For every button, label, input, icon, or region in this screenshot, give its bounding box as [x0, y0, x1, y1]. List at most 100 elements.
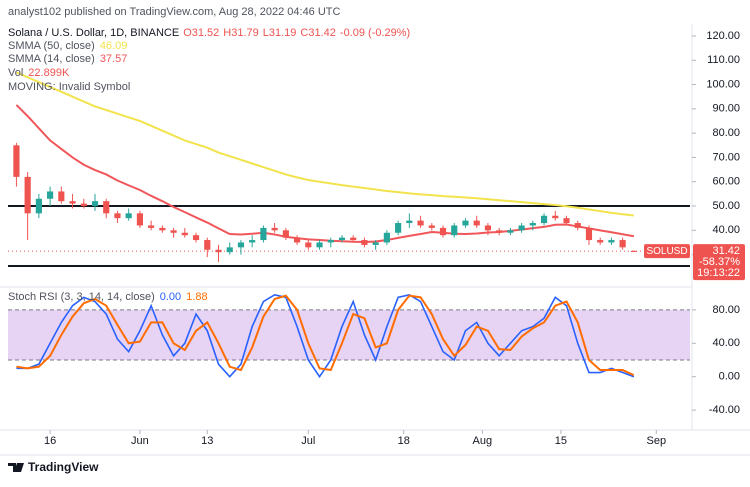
- candle-body: [47, 191, 54, 199]
- indicator-line: [16, 71, 634, 217]
- y-tick-label: 110.00: [707, 54, 740, 66]
- candle-body: [260, 227, 267, 241]
- candle-body: [496, 230, 503, 233]
- legend-value: 1.88: [186, 291, 207, 303]
- candle-body: [271, 227, 278, 231]
- y-tick-label: -40.00: [709, 404, 740, 416]
- legend-entry: SMMA (14, close): [8, 53, 95, 65]
- candle-body: [574, 223, 581, 228]
- candle-body: [395, 223, 402, 233]
- ohlc: O31.52: [183, 27, 219, 39]
- candle-body: [24, 176, 31, 214]
- legend-entry: SMMA (50, close): [8, 40, 95, 52]
- candle-body: [507, 230, 514, 233]
- y-tick-label: 70.00: [712, 151, 740, 163]
- publisher: analyst102 published on TradingView.com,…: [8, 6, 341, 18]
- ohlc: H31.79: [223, 27, 258, 39]
- indicator-line: [15, 104, 635, 243]
- candle-body: [383, 232, 390, 243]
- candle-body: [597, 240, 604, 243]
- plot: 30.0040.0050.0060.0070.0080.0090.00100.0…: [8, 30, 745, 447]
- candle-body: [69, 201, 76, 204]
- candle-body: [619, 240, 626, 248]
- legend-value: 46.09: [100, 40, 128, 52]
- candle-body: [148, 225, 155, 228]
- candle-body: [406, 220, 413, 224]
- candle-body: [563, 218, 570, 224]
- change-label: -58.37%: [699, 256, 740, 268]
- x-tick-label: 18: [398, 435, 410, 447]
- candle-body: [327, 240, 334, 243]
- countdown-label: 19:13:22: [697, 267, 740, 279]
- brand: TradingView: [28, 460, 99, 474]
- legend-line: Vol 22.899K: [8, 67, 70, 79]
- legend-line: Stoch RSI (3, 3, 14, 14, close) 0.00 1.88: [8, 291, 208, 303]
- symbol-title: Solana / U.S. Dollar, 1D, BINANCE: [8, 27, 179, 39]
- x-tick-label: 13: [201, 435, 213, 447]
- x-tick-label: 16: [44, 435, 56, 447]
- brand-logo: TradingView: [8, 460, 99, 474]
- candle-body: [439, 227, 447, 236]
- ohlc: L31.19: [263, 27, 297, 39]
- candle-body: [338, 237, 346, 241]
- candle-body: [35, 198, 42, 214]
- x-tick-label: Aug: [473, 435, 493, 447]
- candle-body: [305, 242, 312, 248]
- candle-body: [91, 201, 99, 207]
- y-tick-label: 40.00: [712, 337, 740, 349]
- candle-body: [215, 249, 222, 253]
- legend-line: MOVING: Invalid Symbol: [8, 81, 130, 93]
- indicator-line: [16, 294, 635, 377]
- legend-line: SMMA (14, close) 37.57: [8, 53, 127, 65]
- legend-value: 0.00: [160, 291, 181, 303]
- y-tick-label: 50.00: [712, 200, 740, 212]
- y-tick-label: 0.00: [719, 371, 740, 383]
- candle-body: [181, 232, 188, 236]
- legend-entry: Vol: [8, 67, 23, 79]
- legend-title-line: Solana / U.S. Dollar, 1D, BINANCE O31.52 H…: [8, 27, 410, 39]
- y-tick-label: 40.00: [712, 224, 740, 236]
- candle-body: [58, 191, 65, 202]
- x-tick-label: Jul: [301, 435, 315, 447]
- x-tick-label: 15: [555, 435, 567, 447]
- candle-body: [552, 215, 559, 219]
- x-tick-label: Sep: [647, 435, 667, 447]
- y-tick-label: 60.00: [712, 176, 740, 188]
- legend-value: 37.57: [100, 53, 128, 65]
- candle-body: [204, 240, 211, 250]
- logo-mark: [8, 463, 24, 472]
- candle-body: [192, 235, 200, 241]
- last-price-label: 31.42: [712, 245, 740, 257]
- candle-body: [372, 242, 379, 245]
- candle-body: [350, 237, 357, 241]
- y-tick-label: 90.00: [712, 103, 740, 115]
- candle-body: [585, 227, 593, 241]
- y-tick-label: 80.00: [712, 304, 740, 316]
- symbol-tag: [644, 244, 690, 259]
- symbol-label: SOLUSD: [646, 246, 687, 257]
- price-tag: [693, 244, 745, 281]
- candle-body: [484, 225, 492, 231]
- candle-body: [428, 225, 435, 228]
- candle-body: [473, 220, 480, 226]
- candle-body: [282, 230, 289, 238]
- candle-body: [529, 223, 536, 226]
- candle-body: [13, 145, 20, 177]
- candle-body: [316, 242, 323, 248]
- candle-body: [80, 203, 87, 207]
- candle-body: [249, 240, 256, 243]
- legend-value: 22.899K: [28, 67, 70, 79]
- candle-body: [159, 227, 166, 231]
- candle-body: [608, 240, 615, 243]
- indicator-title: Stoch RSI (3, 3, 14, 14, close): [8, 291, 155, 303]
- y-tick-label: 100.00: [706, 78, 740, 90]
- candle-body: [237, 242, 245, 248]
- candle-body: [417, 220, 424, 226]
- candle-body: [451, 225, 458, 236]
- legend: Solana / U.S. Dollar, 1D, BINANCE O31.52 H…: [8, 27, 410, 303]
- candle-body: [518, 225, 525, 231]
- candle-body: [103, 201, 110, 214]
- candle-body: [226, 247, 233, 253]
